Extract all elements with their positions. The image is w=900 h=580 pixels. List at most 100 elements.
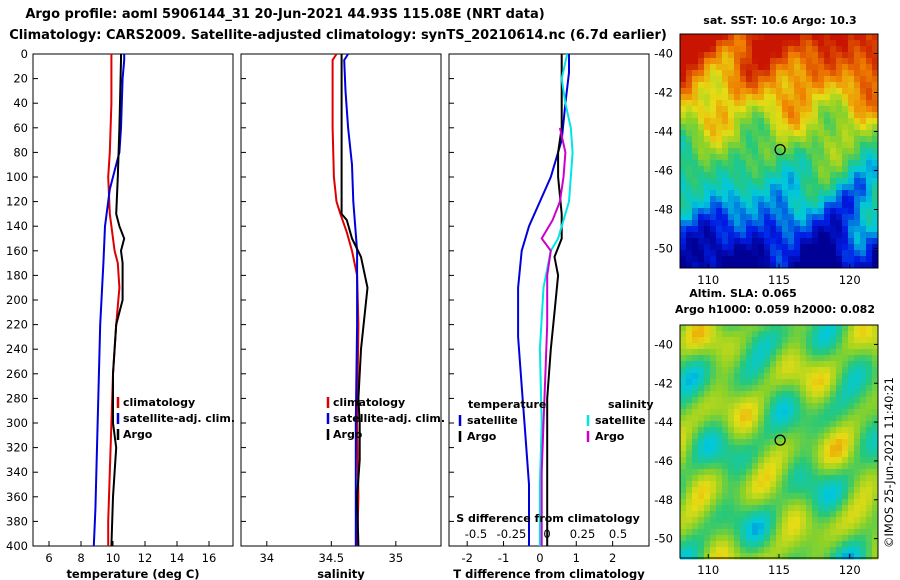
- map-cell: [716, 397, 723, 404]
- map-cell: [764, 493, 771, 500]
- map-cell: [782, 124, 789, 131]
- map-cell: [734, 262, 741, 269]
- map-cell: [710, 445, 717, 452]
- map-cell: [818, 475, 825, 482]
- map-cell: [692, 553, 699, 560]
- map-cell: [728, 553, 735, 560]
- map-cell: [692, 421, 699, 428]
- map-cell: [782, 250, 789, 257]
- map-cell: [812, 64, 819, 71]
- map-cell: [716, 82, 723, 89]
- map-cell: [866, 499, 873, 506]
- map-cell: [848, 220, 855, 227]
- map-cell: [710, 457, 717, 464]
- map-cell: [812, 481, 819, 488]
- map-cell: [800, 457, 807, 464]
- map-cell: [842, 391, 849, 398]
- map-cell: [734, 391, 741, 398]
- map-cell: [710, 172, 717, 179]
- map-cell: [776, 154, 783, 161]
- map-y-tick-label: -44: [654, 415, 673, 429]
- map-cell: [800, 547, 807, 554]
- map-cell: [746, 391, 753, 398]
- map-cell: [794, 343, 801, 350]
- map-cell: [770, 106, 777, 113]
- map-cell: [866, 535, 873, 542]
- map-cell: [836, 70, 843, 77]
- series-line-climatology: [331, 53, 360, 547]
- map-cell: [716, 349, 723, 356]
- map-cell: [698, 475, 705, 482]
- map-cell: [716, 409, 723, 416]
- map-cell: [806, 58, 813, 65]
- map-cell: [716, 136, 723, 143]
- map-cell: [848, 262, 855, 269]
- map-cell: [860, 148, 867, 155]
- map-cell: [776, 367, 783, 374]
- map-cell: [860, 142, 867, 149]
- map-cell: [698, 487, 705, 494]
- map-cell: [758, 445, 765, 452]
- map-cell: [752, 172, 759, 179]
- map-cell: [794, 40, 801, 47]
- map-cell: [818, 76, 825, 83]
- map-cell: [812, 493, 819, 500]
- map-cell: [686, 94, 693, 101]
- map-cell: [758, 124, 765, 131]
- map-cell: [872, 106, 879, 113]
- map-cell: [830, 46, 837, 53]
- map-cell: [770, 349, 777, 356]
- map-cell: [848, 433, 855, 440]
- map-cell: [740, 547, 747, 554]
- map-cell: [710, 70, 717, 77]
- map-cell: [710, 160, 717, 167]
- map-cell: [722, 367, 729, 374]
- map-cell: [716, 373, 723, 380]
- map-cell: [836, 118, 843, 125]
- map-cell: [728, 331, 735, 338]
- map-cell: [848, 367, 855, 374]
- map-cell: [854, 232, 861, 239]
- map-cell: [836, 202, 843, 209]
- map-cell: [812, 226, 819, 233]
- map-cell: [716, 34, 723, 41]
- map-cell: [716, 214, 723, 221]
- map-cell: [788, 361, 795, 368]
- map-cell: [722, 196, 729, 203]
- map-cell: [740, 379, 747, 386]
- map-cell: [680, 427, 687, 434]
- map-cell: [698, 118, 705, 125]
- map-cell: [764, 457, 771, 464]
- map-cell: [764, 52, 771, 59]
- map-cell: [830, 226, 837, 233]
- map-cell: [680, 337, 687, 344]
- map-cell: [788, 475, 795, 482]
- map-cell: [734, 529, 741, 536]
- x-tick-label: 8: [77, 551, 84, 565]
- map-cell: [698, 148, 705, 155]
- map-cell: [746, 52, 753, 59]
- map-cell: [860, 82, 867, 89]
- map-cell: [686, 433, 693, 440]
- map-cell: [788, 517, 795, 524]
- map-cell: [818, 226, 825, 233]
- map-cell: [794, 337, 801, 344]
- map-cell: [788, 58, 795, 65]
- map-cell: [692, 226, 699, 233]
- map-cell: [872, 415, 879, 422]
- map-cell: [794, 331, 801, 338]
- map-cell: [800, 232, 807, 239]
- map-cell: [794, 379, 801, 386]
- map-cell: [854, 250, 861, 257]
- map-cell: [866, 70, 873, 77]
- map-cell: [800, 226, 807, 233]
- map-cell: [740, 535, 747, 542]
- map-cell: [824, 196, 831, 203]
- map-cell: [710, 433, 717, 440]
- map-cell: [866, 397, 873, 404]
- map-cell: [698, 493, 705, 500]
- map-cell: [866, 325, 873, 332]
- map-cell: [848, 178, 855, 185]
- map-cell: [788, 88, 795, 95]
- map-cell: [698, 256, 705, 263]
